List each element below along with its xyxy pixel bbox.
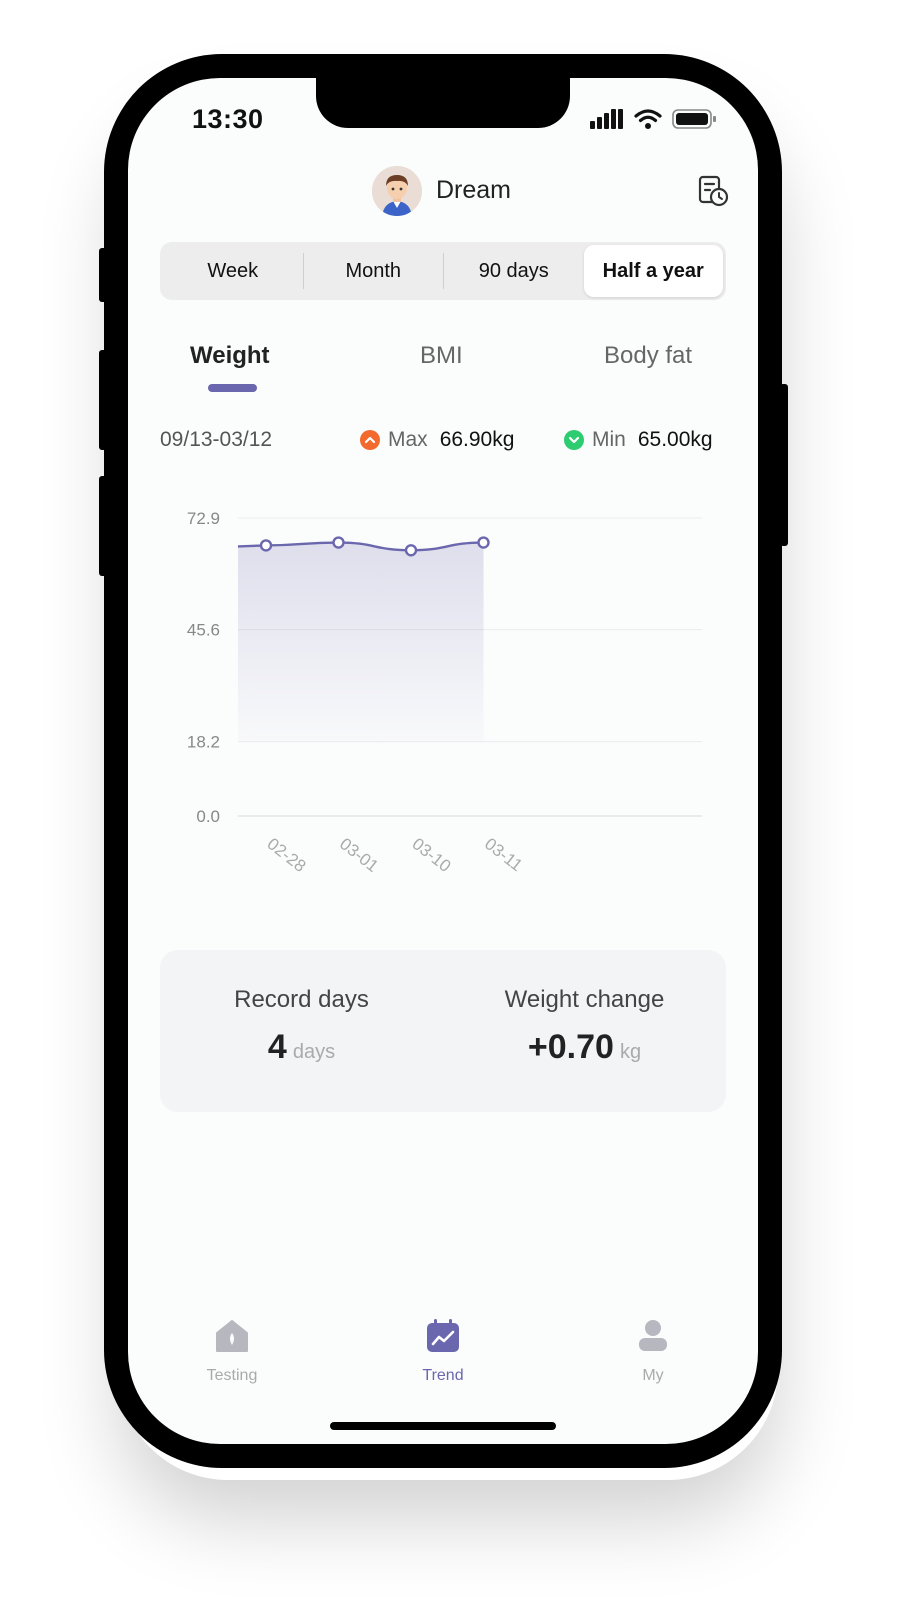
- metric-tabs: Weight BMI Body fat: [128, 342, 758, 402]
- tab-bmi[interactable]: BMI: [420, 342, 463, 369]
- data-point: [332, 536, 345, 549]
- history-report-icon[interactable]: [696, 174, 730, 208]
- cellular-signal-icon: [590, 109, 623, 129]
- status-icons: [590, 108, 718, 130]
- x-tick-label: 02-28: [264, 834, 310, 876]
- nav-my[interactable]: My: [593, 1318, 713, 1385]
- nav-my-label: My: [642, 1367, 664, 1384]
- notch: [316, 78, 570, 128]
- data-point: [477, 536, 490, 549]
- y-tick-label: 72.9: [187, 509, 220, 528]
- nav-testing-label: Testing: [206, 1367, 258, 1384]
- weight-area: [238, 542, 484, 742]
- weight-change-value-row: +0.70 kg: [443, 1028, 726, 1067]
- period-week-tab[interactable]: Week: [207, 259, 259, 282]
- nav-trend-label: Trend: [422, 1367, 464, 1384]
- divider: [302, 253, 304, 289]
- header: Dream: [128, 164, 758, 220]
- y-tick-label: 18.2: [187, 733, 220, 752]
- record-days-unit: days: [292, 1041, 336, 1063]
- period-month-tab[interactable]: Month: [345, 259, 402, 282]
- battery-icon: [672, 109, 716, 129]
- min-arrow-down-icon: [564, 430, 584, 450]
- max-label: Max: [388, 428, 428, 451]
- min-label: Min: [592, 428, 626, 451]
- range-summary: 09/13-03/12 Max 66.90kg Min 65.00kg: [160, 428, 726, 458]
- nav-testing[interactable]: Testing: [172, 1318, 292, 1385]
- weight-change-label: Weight change: [504, 986, 665, 1013]
- record-days-value-row: 4 days: [160, 1028, 443, 1067]
- volume-up-button: [99, 350, 107, 450]
- user-name[interactable]: Dream: [436, 176, 512, 204]
- avatar[interactable]: [372, 166, 422, 216]
- divider: [443, 253, 444, 289]
- period-90-days-tab[interactable]: 90 days: [478, 259, 549, 282]
- weight-change-unit: kg: [619, 1041, 642, 1063]
- period-half-year-tab[interactable]: Half a year: [583, 245, 723, 297]
- profile-icon: [639, 1320, 667, 1351]
- weight-trend-chart: 72.9 45.6 18.2 0.0 02-28 03-01 03-10 03-11: [187, 509, 702, 876]
- data-point: [259, 539, 273, 552]
- y-tick-label: 45.6: [187, 621, 220, 640]
- min-value: 65.00kg: [637, 428, 713, 451]
- user-avatar-icon: [372, 166, 422, 216]
- status-time: 13:30: [192, 104, 264, 134]
- weight-change-value: +0.70: [527, 1028, 614, 1066]
- max-arrow-up-icon: [360, 430, 380, 450]
- trend-icon: [427, 1319, 459, 1352]
- record-days: Record days 4 days: [160, 986, 443, 1067]
- active-tab-underline: [208, 384, 257, 392]
- wifi-icon: [634, 109, 662, 129]
- app-screen: 13:30: [128, 78, 758, 1444]
- tab-body-fat[interactable]: Body fat: [604, 342, 693, 369]
- min-weight: Min 65.00kg: [564, 428, 713, 452]
- date-range: 09/13-03/12: [160, 428, 273, 451]
- testing-icon: [216, 1320, 248, 1352]
- weight-change: Weight change +0.70 kg: [443, 986, 726, 1067]
- mute-switch: [99, 248, 107, 302]
- summary-card: Record days 4 days Weight change +0.70 kg: [160, 950, 726, 1112]
- volume-down-button: [99, 476, 107, 576]
- y-tick-label: 0.0: [196, 807, 220, 826]
- weight-line: [237, 541, 484, 552]
- record-days-value: 4: [267, 1028, 287, 1066]
- x-tick-label: 03-11: [481, 834, 526, 875]
- tab-weight[interactable]: Weight: [190, 342, 270, 369]
- nav-trend[interactable]: Trend: [383, 1318, 503, 1385]
- max-weight: Max 66.90kg: [360, 428, 514, 452]
- bottom-nav: Testing Trend My: [128, 1318, 758, 1388]
- data-point: [404, 544, 418, 557]
- max-value: 66.90kg: [439, 428, 515, 451]
- period-selector: Week Month 90 days Half a year: [160, 242, 726, 300]
- home-indicator: [330, 1422, 556, 1430]
- x-tick-label: 03-01: [336, 834, 382, 876]
- power-button: [780, 384, 788, 546]
- x-tick-label: 03-10: [409, 834, 455, 876]
- record-days-label: Record days: [234, 986, 369, 1013]
